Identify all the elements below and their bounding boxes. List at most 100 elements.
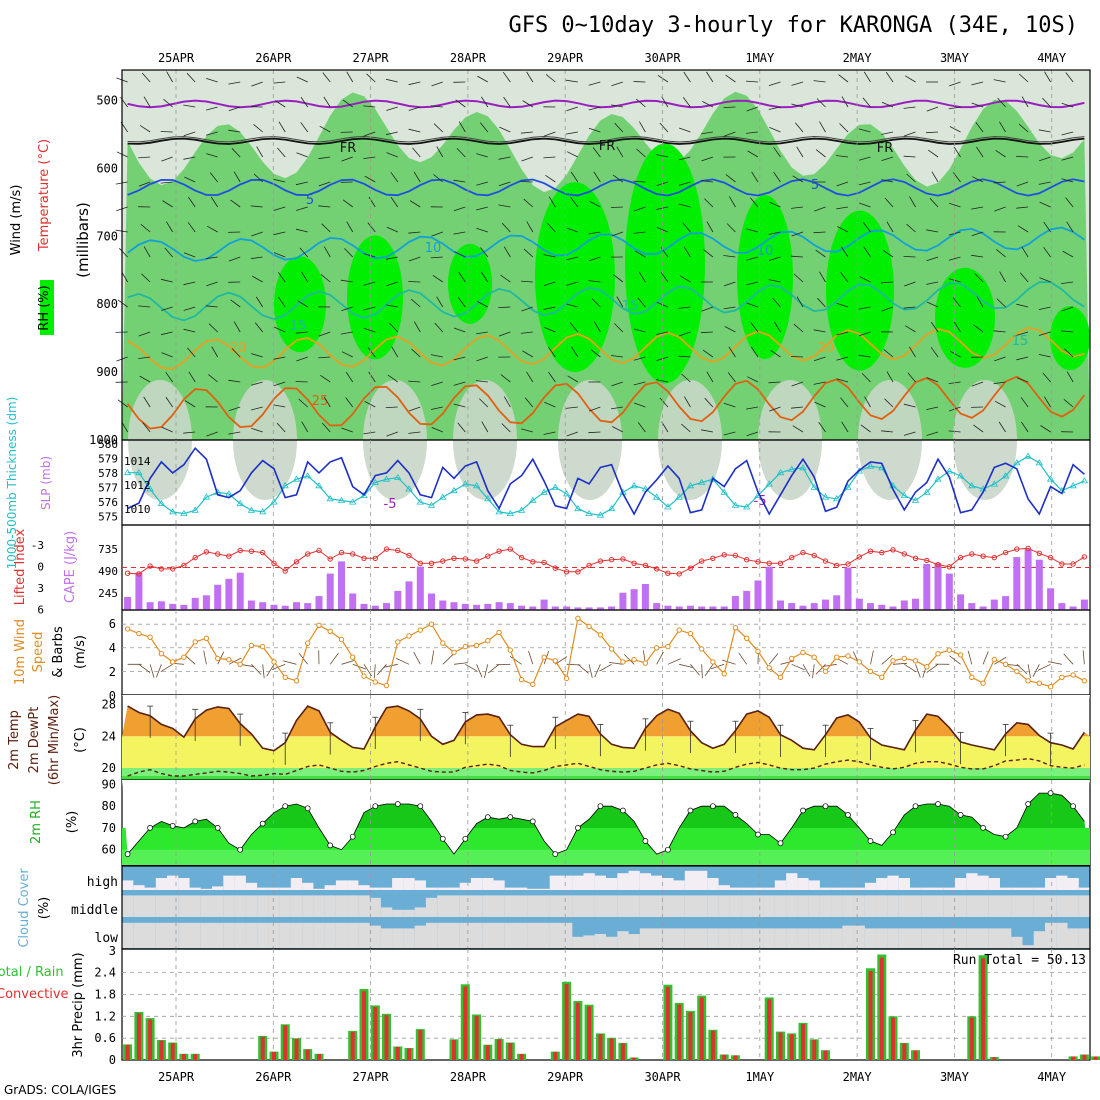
wind-barb (295, 331, 308, 334)
precip-convective-bar (519, 1054, 524, 1060)
wind-speed-point (462, 643, 468, 650)
wind-barb (346, 221, 354, 233)
cloud-low-gap (1022, 945, 1034, 948)
cloud-low-gap (864, 928, 877, 948)
cloud-high-gap (527, 888, 539, 890)
cloud-low-gap (178, 922, 190, 948)
wind-speed-point (744, 635, 750, 641)
wind-barb (723, 106, 736, 108)
lifted-index-point (361, 555, 367, 561)
lifted-index-point (777, 560, 784, 566)
wind-barb (904, 131, 916, 137)
wind-barb (999, 271, 1006, 283)
thickness-point (1046, 475, 1055, 482)
wind-barb (228, 81, 241, 85)
cloud-high-gap (583, 873, 595, 890)
cloud-high-gap (335, 880, 348, 890)
wind-barb (725, 74, 736, 83)
wind-barb (861, 373, 871, 383)
cloud-middle-gap (1000, 895, 1012, 917)
wind-speed-point (608, 646, 615, 652)
cloud-middle-gap (527, 895, 539, 917)
cloud-middle-gap (741, 895, 753, 917)
lifted-index-point (969, 551, 975, 557)
wind-barb (387, 374, 398, 383)
wind-barb (205, 106, 218, 111)
slp-line (127, 446, 1085, 516)
wind-barb (592, 147, 601, 158)
precip-convective-bar (879, 957, 884, 1060)
wind-barb (363, 253, 376, 258)
wind-barb-10m (352, 663, 367, 670)
wind-speed-point (1025, 678, 1031, 684)
cape-bar (247, 600, 255, 610)
wind-barb (793, 323, 804, 333)
wind-barb (593, 171, 601, 183)
wind-barb (475, 331, 488, 335)
wind-barb (208, 323, 218, 333)
lifted-index-point (305, 551, 311, 557)
wind-barb (636, 148, 646, 158)
wind-barb (274, 326, 286, 333)
cape-bar (416, 566, 424, 610)
wind-barb (548, 371, 556, 383)
cloud-high-gap (1056, 875, 1068, 890)
wind-barb (949, 202, 961, 208)
wind-barb (273, 381, 286, 387)
wind-barb (926, 406, 939, 410)
precip-run-total: Run Total = 50.13 (953, 953, 1086, 968)
wind-barb (610, 355, 623, 358)
cloud-middle-gap (358, 895, 370, 917)
temperature-contour (127, 99, 1085, 109)
wind-speed-point (530, 681, 536, 688)
cloud-low-gap (144, 922, 156, 948)
wind-barb (184, 176, 196, 183)
lifted-index-point (124, 570, 131, 576)
wind-barb (430, 354, 443, 358)
wind-barb (187, 347, 196, 358)
wind-barb-10m (528, 650, 534, 665)
cape-bar (889, 606, 897, 610)
wind-barb (431, 427, 443, 433)
wind-barb (543, 156, 556, 159)
cloud-low-gap (628, 934, 640, 948)
wind-barb (209, 172, 218, 183)
wind-barb (413, 171, 421, 183)
temperature-contour-freeze (127, 135, 1085, 143)
lifted-index-point (879, 549, 885, 556)
cloud-ylabel-1: Cloud Cover (17, 868, 32, 948)
wind-barb (678, 355, 691, 358)
wind-barb (503, 96, 511, 108)
wind-barb (926, 377, 939, 383)
cloud-low-gap (1045, 922, 1057, 948)
cloud-middle-gap (313, 895, 325, 917)
cape-ylabel-lifted: Lifted Index (13, 528, 28, 605)
cloud-middle-gap (470, 895, 483, 917)
wind-barb (117, 399, 128, 408)
rh-point (575, 825, 581, 831)
lifted-index-point (834, 562, 840, 569)
wind-barb (773, 171, 781, 183)
wind-barb (859, 276, 871, 283)
cape-bar (563, 606, 571, 610)
precip-convective-bar (733, 1055, 738, 1060)
wind-barb (706, 221, 714, 233)
cloud-middle-gap (628, 895, 640, 917)
wind-barb-10m (373, 664, 376, 679)
wind-barb (543, 254, 556, 258)
cloud-low-gap (122, 922, 134, 948)
rh-point (259, 820, 266, 827)
wind-speed-point (248, 642, 255, 649)
wind-barb (838, 74, 849, 83)
cloud-middle-gap (819, 895, 832, 917)
cape-bar (675, 606, 683, 610)
wind-barb (994, 356, 1006, 362)
cape-bar (371, 605, 379, 610)
wind-barb (368, 371, 376, 383)
wind-barb (858, 354, 871, 358)
wind-barb (520, 181, 533, 183)
cloud-low-gap (572, 936, 584, 948)
wind-barb (408, 128, 421, 133)
wind-barb (678, 127, 691, 133)
cape-bar (180, 604, 188, 610)
